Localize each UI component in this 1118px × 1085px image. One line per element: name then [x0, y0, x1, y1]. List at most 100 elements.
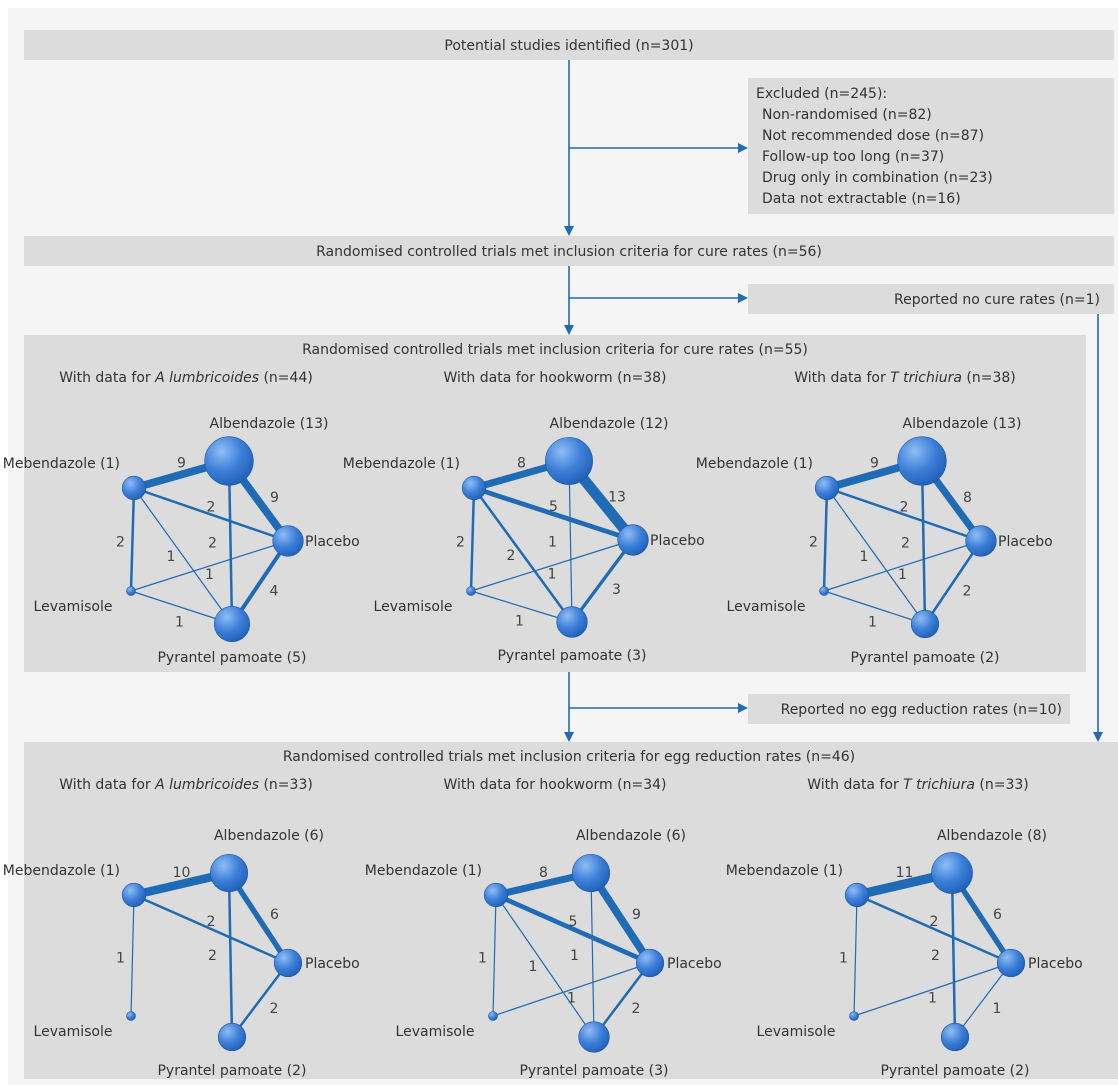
edge-label-meb-pyr: 1: [860, 549, 869, 565]
edge-label-alb-pla: 13: [608, 490, 626, 506]
node-label-pla: Placebo: [1028, 956, 1083, 972]
node-label-pyr: Pyrantel pamoate (5): [157, 650, 306, 666]
node-pyr: [556, 606, 588, 638]
node-pla: [272, 525, 304, 557]
edge-label-lev-pyr: 1: [175, 615, 184, 631]
edge-label-meb-lev: 2: [116, 535, 125, 551]
node-label-pla: Placebo: [305, 956, 360, 972]
node-label-lev: Levamisole: [374, 599, 453, 615]
excluded-title: Excluded (n=245):: [756, 86, 887, 102]
edge-alb-pyr: [568, 460, 573, 623]
edge-label-alb-pla: 6: [270, 907, 279, 923]
node-label-lev: Levamisole: [34, 599, 113, 615]
edge-lev-pyr: [823, 590, 926, 625]
node-label-alb: Albendazole (8): [937, 828, 1047, 844]
edge-meb-lev: [129, 487, 136, 592]
edge-label-meb-alb: 9: [177, 456, 186, 472]
excluded-box: [748, 78, 1114, 214]
edge-label-meb-pla: 5: [569, 914, 578, 930]
node-label-pyr: Pyrantel pamoate (2): [850, 650, 999, 666]
edge-label-meb-pyr: 2: [507, 548, 516, 564]
node-label-meb: Mebendazole (1): [3, 456, 120, 472]
excluded-item: Follow-up too long (n=37): [762, 149, 944, 165]
node-lev: [819, 586, 829, 596]
edge-label-lev-pla: 1: [205, 567, 214, 583]
identified-text: Potential studies identified (n=301): [444, 38, 693, 54]
edge-label-lev-pla: 1: [928, 991, 937, 1007]
node-label-meb: Mebendazole (1): [343, 456, 460, 472]
cure-panel: [24, 335, 1086, 672]
node-alb: [931, 852, 973, 894]
node-label-pla: Placebo: [667, 956, 722, 972]
edge-label-alb-pla: 6: [993, 907, 1002, 923]
node-label-pyr: Pyrantel pamoate (2): [157, 1063, 306, 1079]
rct-cure-56-box: [24, 236, 1114, 266]
excluded-item: Non-randomised (n=82): [762, 107, 932, 123]
edge-lev-pla: [130, 540, 289, 592]
edge-label-alb-pla: 8: [963, 490, 972, 506]
edge-label-meb-pla: 2: [207, 914, 216, 930]
rct-egg-46-text: Randomised controlled trials met inclusi…: [283, 749, 855, 765]
node-label-pyr: Pyrantel pamoate (3): [519, 1063, 668, 1079]
identified-box: [24, 30, 1114, 60]
node-lev: [466, 586, 476, 596]
edge-lev-pla: [492, 962, 651, 1017]
edge-label-meb-alb: 8: [539, 865, 548, 881]
edge-meb-lev: [469, 487, 476, 592]
edge-label-meb-lev: 1: [478, 951, 487, 967]
edge-label-meb-pla: 2: [900, 500, 909, 516]
edge-label-meb-pyr: 1: [529, 959, 538, 975]
node-label-alb: Albendazole (6): [214, 828, 324, 844]
edge-pla-pyr: [570, 539, 635, 623]
edge-label-meb-lev: 2: [809, 535, 818, 551]
edge-label-lev-pla: 1: [567, 991, 576, 1007]
node-label-lev: Levamisole: [34, 1024, 113, 1040]
edge-label-pla-pyr: 1: [993, 1001, 1002, 1017]
node-label-lev: Levamisole: [727, 599, 806, 615]
edge-meb-lev: [492, 894, 497, 1017]
edge-pla-pyr: [231, 962, 289, 1038]
node-meb: [844, 882, 870, 908]
edge-pla-pyr: [923, 540, 983, 625]
edge-label-alb-pyr: 1: [570, 948, 579, 964]
edge-meb-lev: [130, 894, 135, 1017]
edge-alb-pyr: [920, 460, 927, 625]
edge-pla-pyr: [954, 962, 1012, 1038]
edge-meb-lev: [822, 487, 829, 592]
node-lev: [126, 586, 136, 596]
edge-label-alb-pla: 9: [270, 490, 279, 506]
edge-label-lev-pyr: 1: [515, 614, 524, 630]
edge-lev-pla: [470, 539, 634, 592]
network-heading: With data for T trichiura (n=38): [794, 370, 1016, 386]
edge-label-meb-lev: 2: [456, 535, 465, 551]
node-label-pla: Placebo: [305, 534, 360, 550]
flow-arrows: [564, 60, 1103, 742]
edge-meb-pla: [856, 893, 1012, 965]
no-cure-text: Reported no cure rates (n=1): [894, 292, 1100, 308]
node-label-alb: Albendazole (6): [576, 828, 686, 844]
node-alb: [204, 436, 254, 486]
edge-label-meb-alb: 8: [517, 456, 526, 472]
edge-meb-pla: [133, 486, 289, 543]
node-meb: [121, 882, 147, 908]
network-cure-2: With data for T trichiura (n=38) 9 8 2 2 2 1 1 1…: [696, 370, 1053, 666]
edge-label-meb-alb: 9: [870, 456, 879, 472]
excluded-item: Not recommended dose (n=87): [762, 128, 984, 144]
edge-label-meb-alb: 10: [173, 865, 191, 881]
network-egg-1: With data for hookworm (n=34) 8 9 1 5 1 1 1 2 Alb…: [365, 777, 722, 1079]
edge-label-alb-pyr: 1: [548, 535, 557, 551]
edge-label-pla-pyr: 2: [270, 1001, 279, 1017]
node-pyr: [910, 609, 940, 639]
edge-alb-pyr: [950, 872, 957, 1038]
node-pyr: [578, 1021, 610, 1053]
edge-meb-pla: [133, 893, 289, 965]
node-label-meb: Mebendazole (1): [3, 863, 120, 879]
edge-label-meb-pla: 5: [549, 499, 558, 515]
excluded-item: Drug only in combination (n=23): [762, 170, 993, 186]
node-pyr: [217, 1022, 247, 1052]
network-heading: With data for A lumbricoides (n=44): [59, 370, 313, 386]
edge-lev-pla: [853, 962, 1012, 1017]
egg-panel: [24, 742, 1118, 1079]
no-egg-text: Reported no egg reduction rates (n=10): [781, 702, 1062, 718]
